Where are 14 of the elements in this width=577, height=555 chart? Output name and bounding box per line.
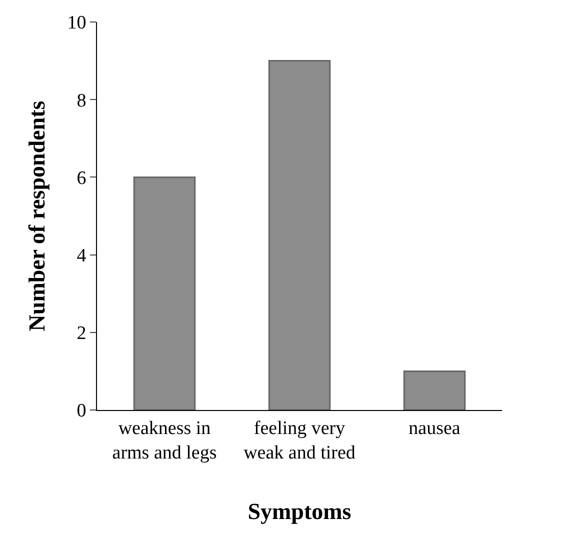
bar <box>133 176 196 410</box>
y-axis-title: Number of respondents <box>24 100 50 332</box>
x-tick-label: nausea <box>408 418 461 439</box>
y-tick-label: 10 <box>67 12 86 34</box>
y-tick-label: 0 <box>76 400 86 422</box>
bar <box>403 370 466 410</box>
x-axis-title: Symptoms <box>248 499 352 524</box>
y-tick-label: 6 <box>76 168 86 189</box>
y-tick-label: 4 <box>76 245 87 266</box>
x-tick-label: feeling very weak and tired <box>244 418 356 464</box>
x-tick-label: weakness in arms and legs <box>112 418 217 464</box>
bar <box>268 60 331 410</box>
y-tick-label: 2 <box>76 323 86 344</box>
y-tick-label: 8 <box>76 90 86 112</box>
